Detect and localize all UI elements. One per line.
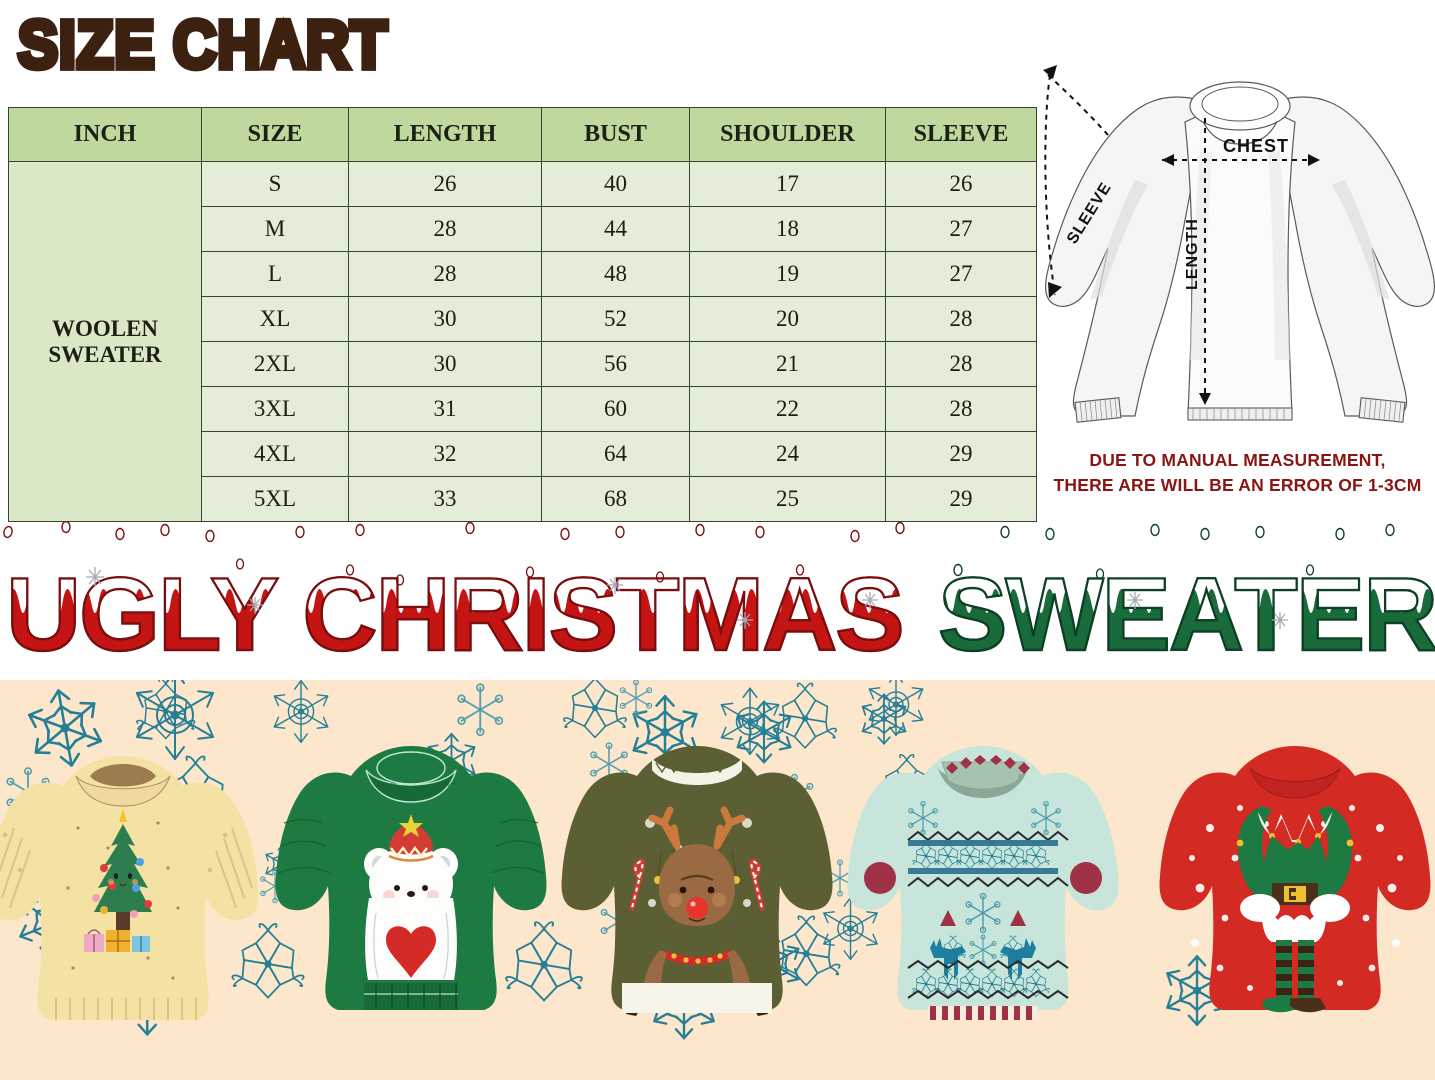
svg-text:CHEST: CHEST [1223,136,1289,156]
svg-text:SWEATER: SWEATER [938,557,1435,672]
svg-text:UGLY CHRISTMAS: UGLY CHRISTMAS [6,557,903,672]
svg-text:LENGTH: LENGTH [1184,218,1201,290]
